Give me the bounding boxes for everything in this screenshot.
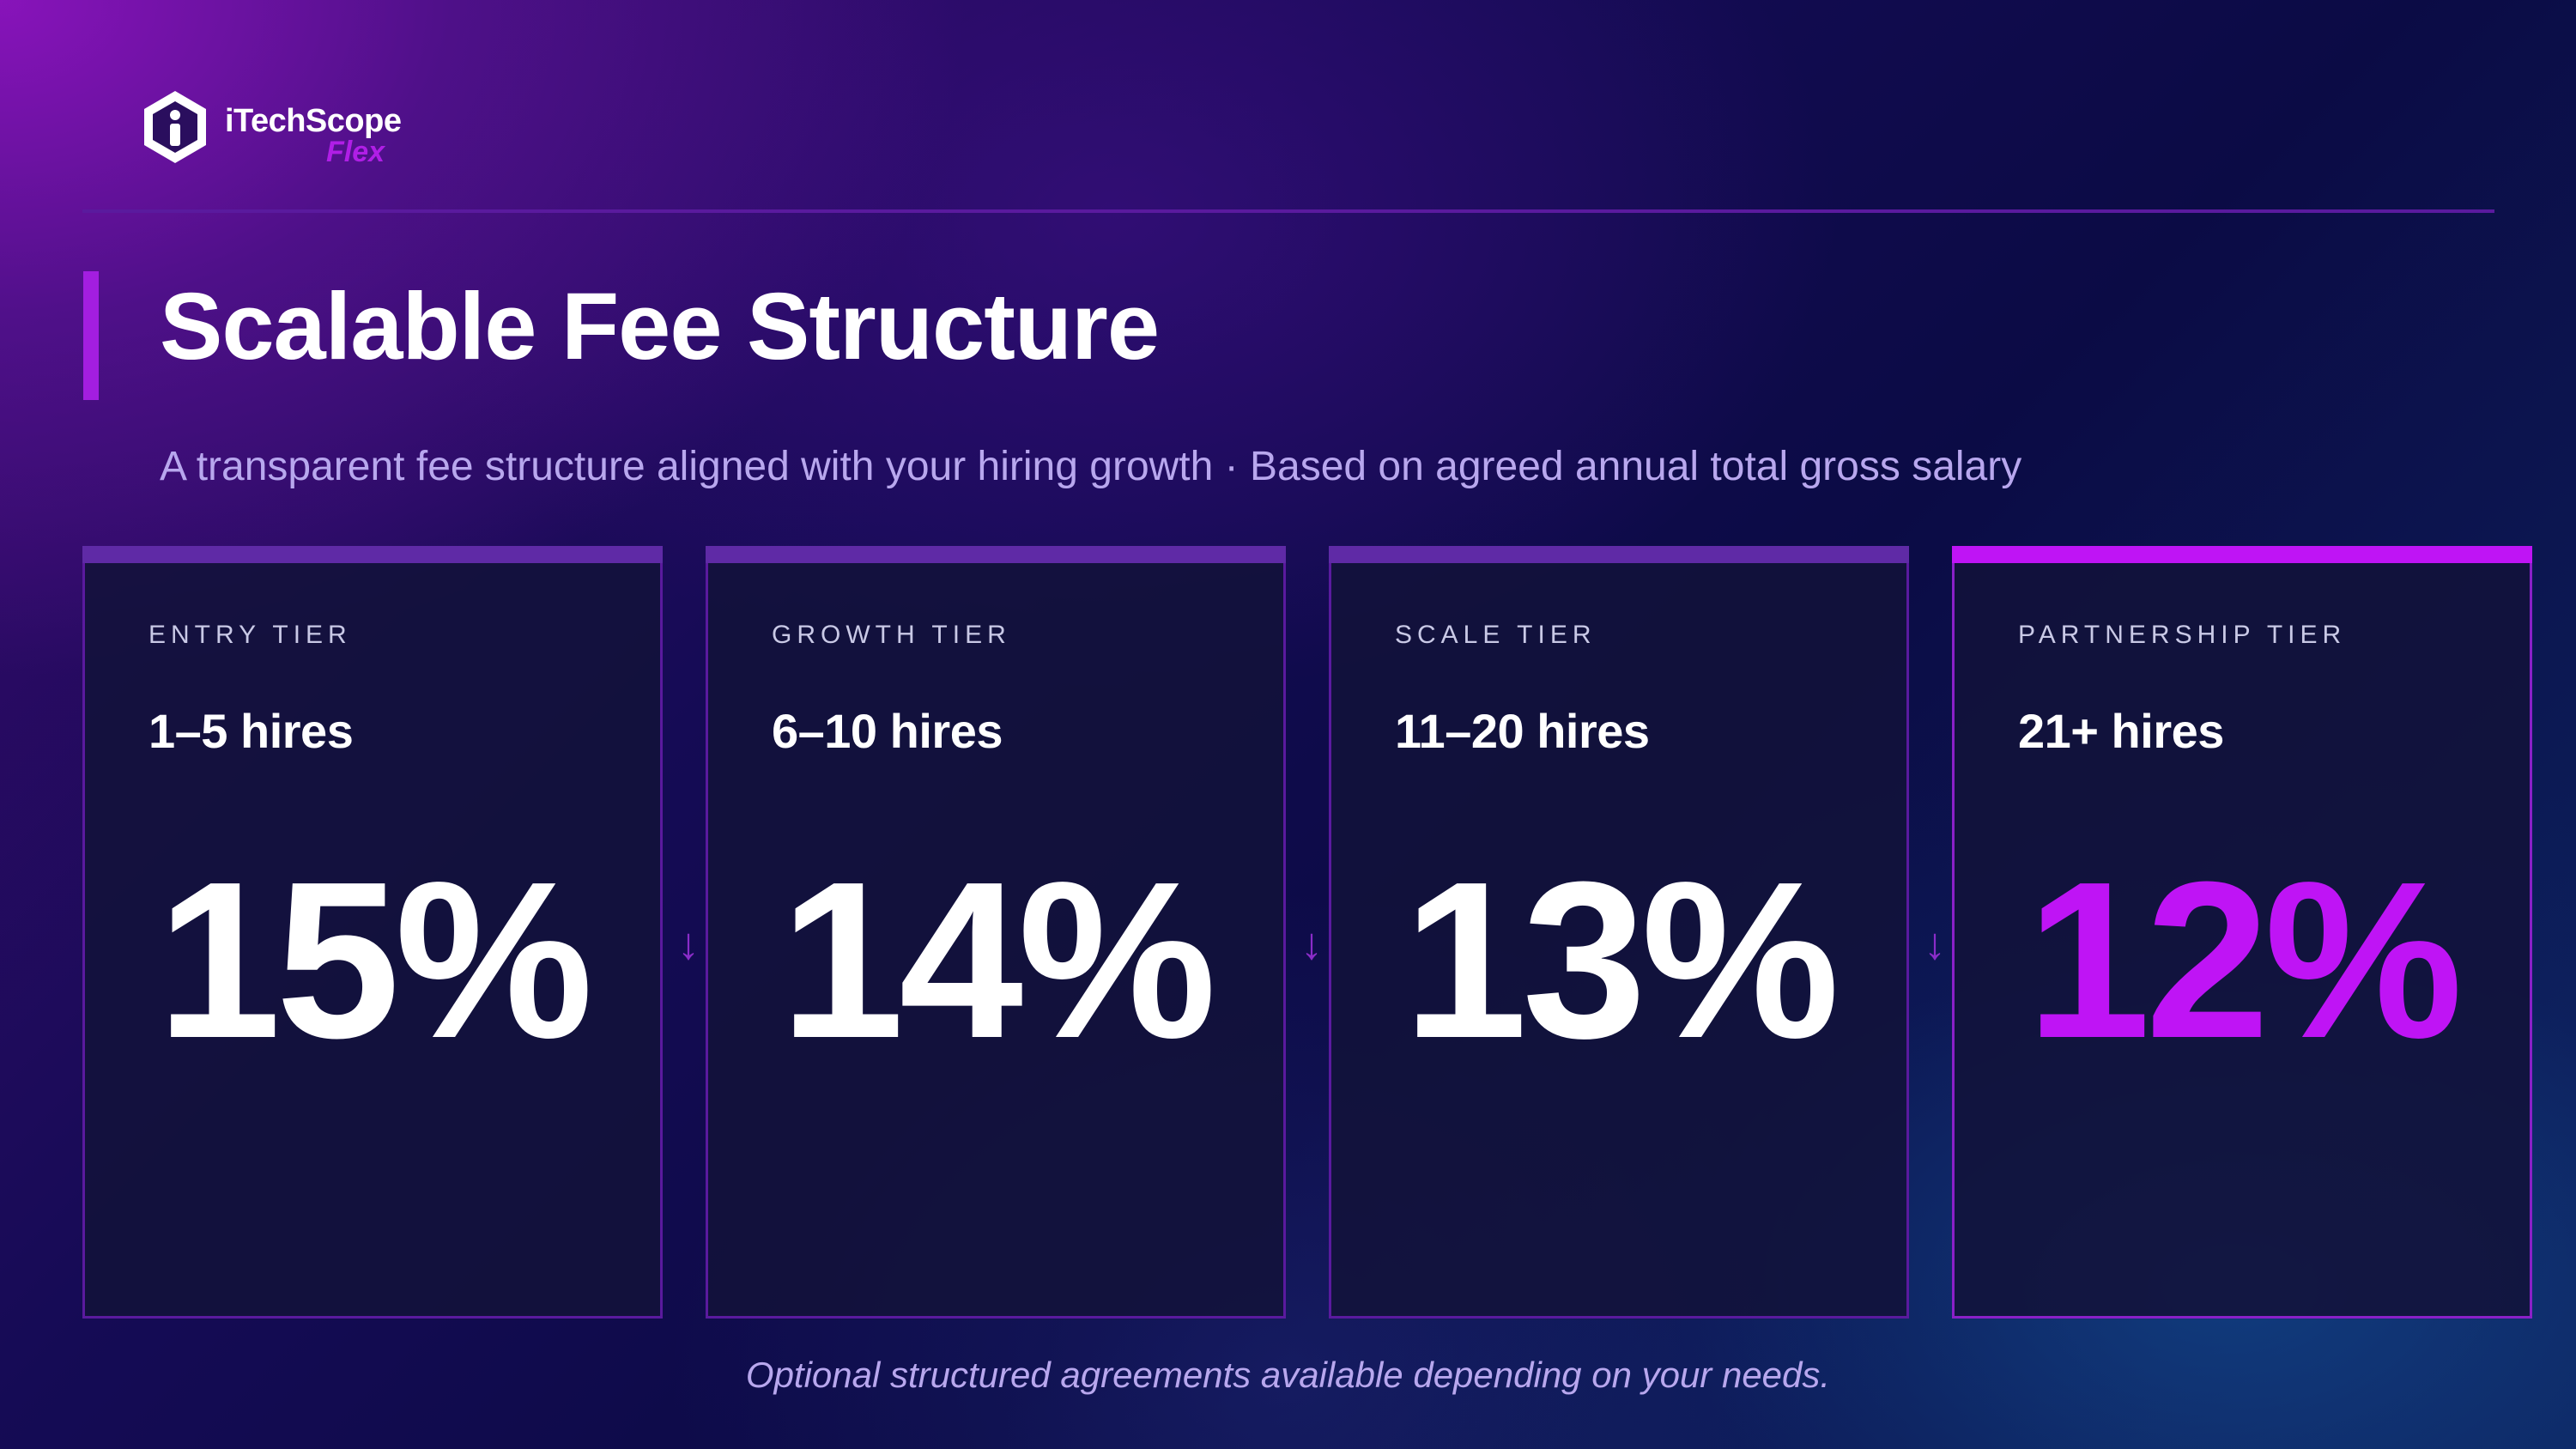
tier-label: GROWTH TIER xyxy=(772,621,1011,649)
brand-logo[interactable]: iTechScope Flex xyxy=(141,89,402,168)
tier-hires: 21+ hires xyxy=(2018,704,2224,758)
title-accent-bar xyxy=(83,271,99,400)
tier-card-entry: ENTRY TIER 1–5 hires 15% xyxy=(82,546,663,1319)
arrow-down-icon: ↓ xyxy=(1300,919,1323,969)
tier-hires: 11–20 hires xyxy=(1395,704,1650,758)
arrow-down-icon: ↓ xyxy=(677,919,700,969)
tier-fee-percent: 12% xyxy=(2026,836,2463,1085)
tier-card-growth: GROWTH TIER 6–10 hires 14% xyxy=(706,546,1286,1319)
itechscope-logo-icon xyxy=(144,91,206,163)
tier-hires: 1–5 hires xyxy=(148,704,354,758)
tier-fee-percent: 14% xyxy=(779,836,1216,1085)
tier-fee-percent: 13% xyxy=(1403,836,1840,1085)
header-divider xyxy=(82,209,2494,213)
tier-card-partnership: PARTNERSHIP TIER 21+ hires 12% xyxy=(1952,546,2532,1319)
card-top-accent xyxy=(1329,546,1909,563)
tier-hires: 6–10 hires xyxy=(772,704,1003,758)
tier-label: ENTRY TIER xyxy=(148,621,352,649)
tier-label: SCALE TIER xyxy=(1395,621,1597,649)
tier-fee-percent: 15% xyxy=(156,836,593,1085)
brand-subname: Flex xyxy=(326,136,385,168)
arrow-down-icon: ↓ xyxy=(1924,919,1946,969)
tier-label: PARTNERSHIP TIER xyxy=(2018,621,2347,649)
page-subtitle: A transparent fee structure aligned with… xyxy=(160,444,2022,489)
card-top-accent xyxy=(82,546,663,563)
footer-note: Optional structured agreements available… xyxy=(745,1355,1831,1395)
card-top-accent xyxy=(706,546,1286,563)
brand-name: iTechScope xyxy=(225,103,402,139)
page-title: Scalable Fee Structure xyxy=(160,274,1160,379)
card-top-accent xyxy=(1952,546,2532,563)
tier-card-scale: SCALE TIER 11–20 hires 13% xyxy=(1329,546,1909,1319)
